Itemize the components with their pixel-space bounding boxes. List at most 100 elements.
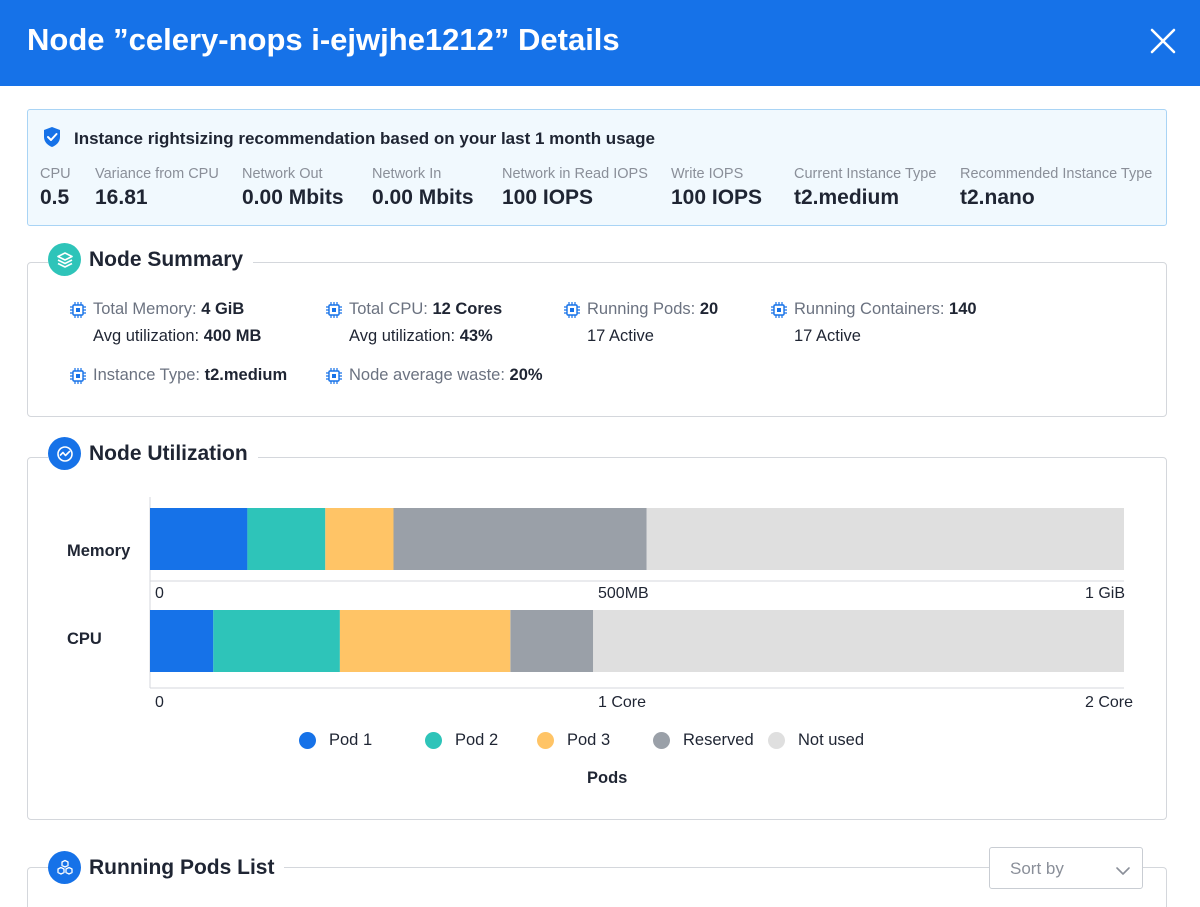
stat-value: 140 <box>949 300 977 318</box>
metric-current-instance: Current Instance Type t2.medium <box>794 166 936 210</box>
metric-label: CPU <box>40 166 71 182</box>
stat-memory-utilization: Avg utilization: 400 MB <box>93 327 261 346</box>
legend-label: Reserved <box>683 731 754 749</box>
stat-label: Running Containers: <box>794 300 950 318</box>
legend-label: Pod 1 <box>329 731 373 749</box>
metric-label: Current Instance Type <box>794 166 937 182</box>
legend-title: Pods <box>587 769 628 787</box>
metric-write-iops: Write IOPS 100 IOPS <box>671 166 762 210</box>
legend-dot <box>537 732 554 749</box>
memory-tick-label: 0 <box>155 585 164 602</box>
node-summary-header: Node Summary <box>48 243 254 276</box>
stat-sub-label: Avg utilization: <box>349 327 460 345</box>
activity-icon <box>48 437 81 470</box>
metric-read-iops: Network in Read IOPS 100 IOPS <box>502 166 648 210</box>
metric-network-out: Network Out 0.00 Mbits <box>242 166 344 210</box>
metric-value: 0.5 <box>40 186 70 209</box>
metric-value: 0.00 Mbits <box>372 186 474 209</box>
stat-cpu-utilization: Avg utilization: 43% <box>349 327 493 346</box>
legend-item-not-used: Not used <box>768 731 864 750</box>
stat-label: Node average waste: <box>349 366 510 384</box>
legend-dot <box>653 732 670 749</box>
legend-label: Pod 3 <box>567 731 611 749</box>
layers-icon <box>48 243 81 276</box>
cpu-chip-icon <box>68 366 88 391</box>
legend-dot <box>425 732 442 749</box>
cpu-chip-icon <box>562 300 582 325</box>
metric-label: Network Out <box>242 166 323 182</box>
metric-value: 0.00 Mbits <box>242 186 344 209</box>
modal-header: Node ”celery-nops i-ejwjhe1212” Details <box>0 0 1200 86</box>
metric-variance: Variance from CPU 16.81 <box>95 166 219 210</box>
memory-tick-label: 1 GiB <box>1085 585 1126 602</box>
metric-label: Recommended Instance Type <box>960 166 1153 182</box>
node-utilization-header: Node Utilization <box>48 437 258 470</box>
cpu-tick-label: 0 <box>155 694 164 711</box>
metric-network-in: Network In 0.00 Mbits <box>372 166 474 210</box>
stat-running-containers: Running Containers: 140 <box>771 300 977 319</box>
stat-containers-active: 17 Active <box>794 327 861 345</box>
cubes-icon <box>48 851 81 884</box>
legend-item-pod-3: Pod 3 <box>537 731 610 750</box>
section-title: Node Summary <box>89 247 244 271</box>
legend-dot <box>299 732 316 749</box>
rightsizing-recommendation: Instance rightsizing recommendation base… <box>27 109 1167 226</box>
stat-label: Total CPU: <box>349 300 433 318</box>
cpu-chip-icon <box>324 300 344 325</box>
chevron-down-icon <box>1115 863 1131 881</box>
legend-label: Not used <box>798 731 865 749</box>
metric-label: Write IOPS <box>671 166 744 182</box>
memory-row-label: Memory <box>67 542 131 560</box>
cpu-tick-label: 2 Core <box>1085 694 1134 711</box>
stat-instance-type: Instance Type: t2.medium <box>70 366 288 385</box>
stat-node-waste: Node average waste: 20% <box>326 366 543 385</box>
metric-label: Network in Read IOPS <box>502 166 648 182</box>
legend-item-pod-1: Pod 1 <box>299 731 372 750</box>
metric-value: 16.81 <box>95 186 148 209</box>
stat-running-pods: Running Pods: 20 <box>564 300 719 319</box>
stat-value: t2.medium <box>204 366 288 384</box>
stat-total-memory: Total Memory: 4 GiB <box>70 300 245 319</box>
metric-value: t2.nano <box>960 186 1035 209</box>
section-title: Running Pods List <box>89 855 275 879</box>
metric-value: t2.medium <box>794 186 900 209</box>
cpu-tick-label: 1 Core <box>598 694 647 711</box>
cpu-chip-icon <box>68 300 88 325</box>
cpu-chip-icon <box>769 300 789 325</box>
stat-value: 4 GiB <box>201 300 245 318</box>
legend-item-reserved: Reserved <box>653 731 754 750</box>
node-summary-section <box>27 262 1167 417</box>
legend-label: Pod 2 <box>455 731 499 749</box>
cpu-row-label: CPU <box>67 630 102 648</box>
metric-recommended-instance: Recommended Instance Type t2.nano <box>960 166 1152 210</box>
legend-dot <box>768 732 785 749</box>
stat-value: 12 Cores <box>432 300 503 318</box>
stat-total-cpu: Total CPU: 12 Cores <box>326 300 503 319</box>
metric-value: 100 IOPS <box>671 186 763 209</box>
shield-check-icon <box>42 126 62 153</box>
stat-value: 20% <box>509 366 543 384</box>
recommendation-title: Instance rightsizing recommendation base… <box>74 129 655 148</box>
stat-label: Instance Type: <box>93 366 205 384</box>
stat-sub-label: Avg utilization: <box>93 327 204 345</box>
stat-label: Running Pods: <box>587 300 700 318</box>
memory-tick-label: 500MB <box>598 585 649 602</box>
stat-sub-value: 43% <box>459 327 493 345</box>
metric-label: Variance from CPU <box>95 166 219 182</box>
cpu-chip-icon <box>324 366 344 391</box>
node-utilization-section <box>27 457 1167 820</box>
sort-label: Sort by <box>1010 859 1064 878</box>
stat-value: 20 <box>699 300 719 318</box>
stat-pods-active: 17 Active <box>587 327 654 345</box>
legend-item-pod-2: Pod 2 <box>425 731 498 750</box>
section-title: Node Utilization <box>89 441 248 465</box>
stat-sub-value: 400 MB <box>203 327 262 345</box>
close-icon[interactable] <box>1146 24 1180 58</box>
stat-label: Total Memory: <box>93 300 202 318</box>
sort-dropdown[interactable]: Sort by <box>989 847 1143 889</box>
modal-title: Node ”celery-nops i-ejwjhe1212” Details <box>27 22 620 57</box>
running-pods-header: Running Pods List <box>48 851 285 884</box>
metric-value: 100 IOPS <box>502 186 594 209</box>
metric-cpu: CPU 0.5 <box>40 166 71 210</box>
metric-label: Network In <box>372 166 442 182</box>
